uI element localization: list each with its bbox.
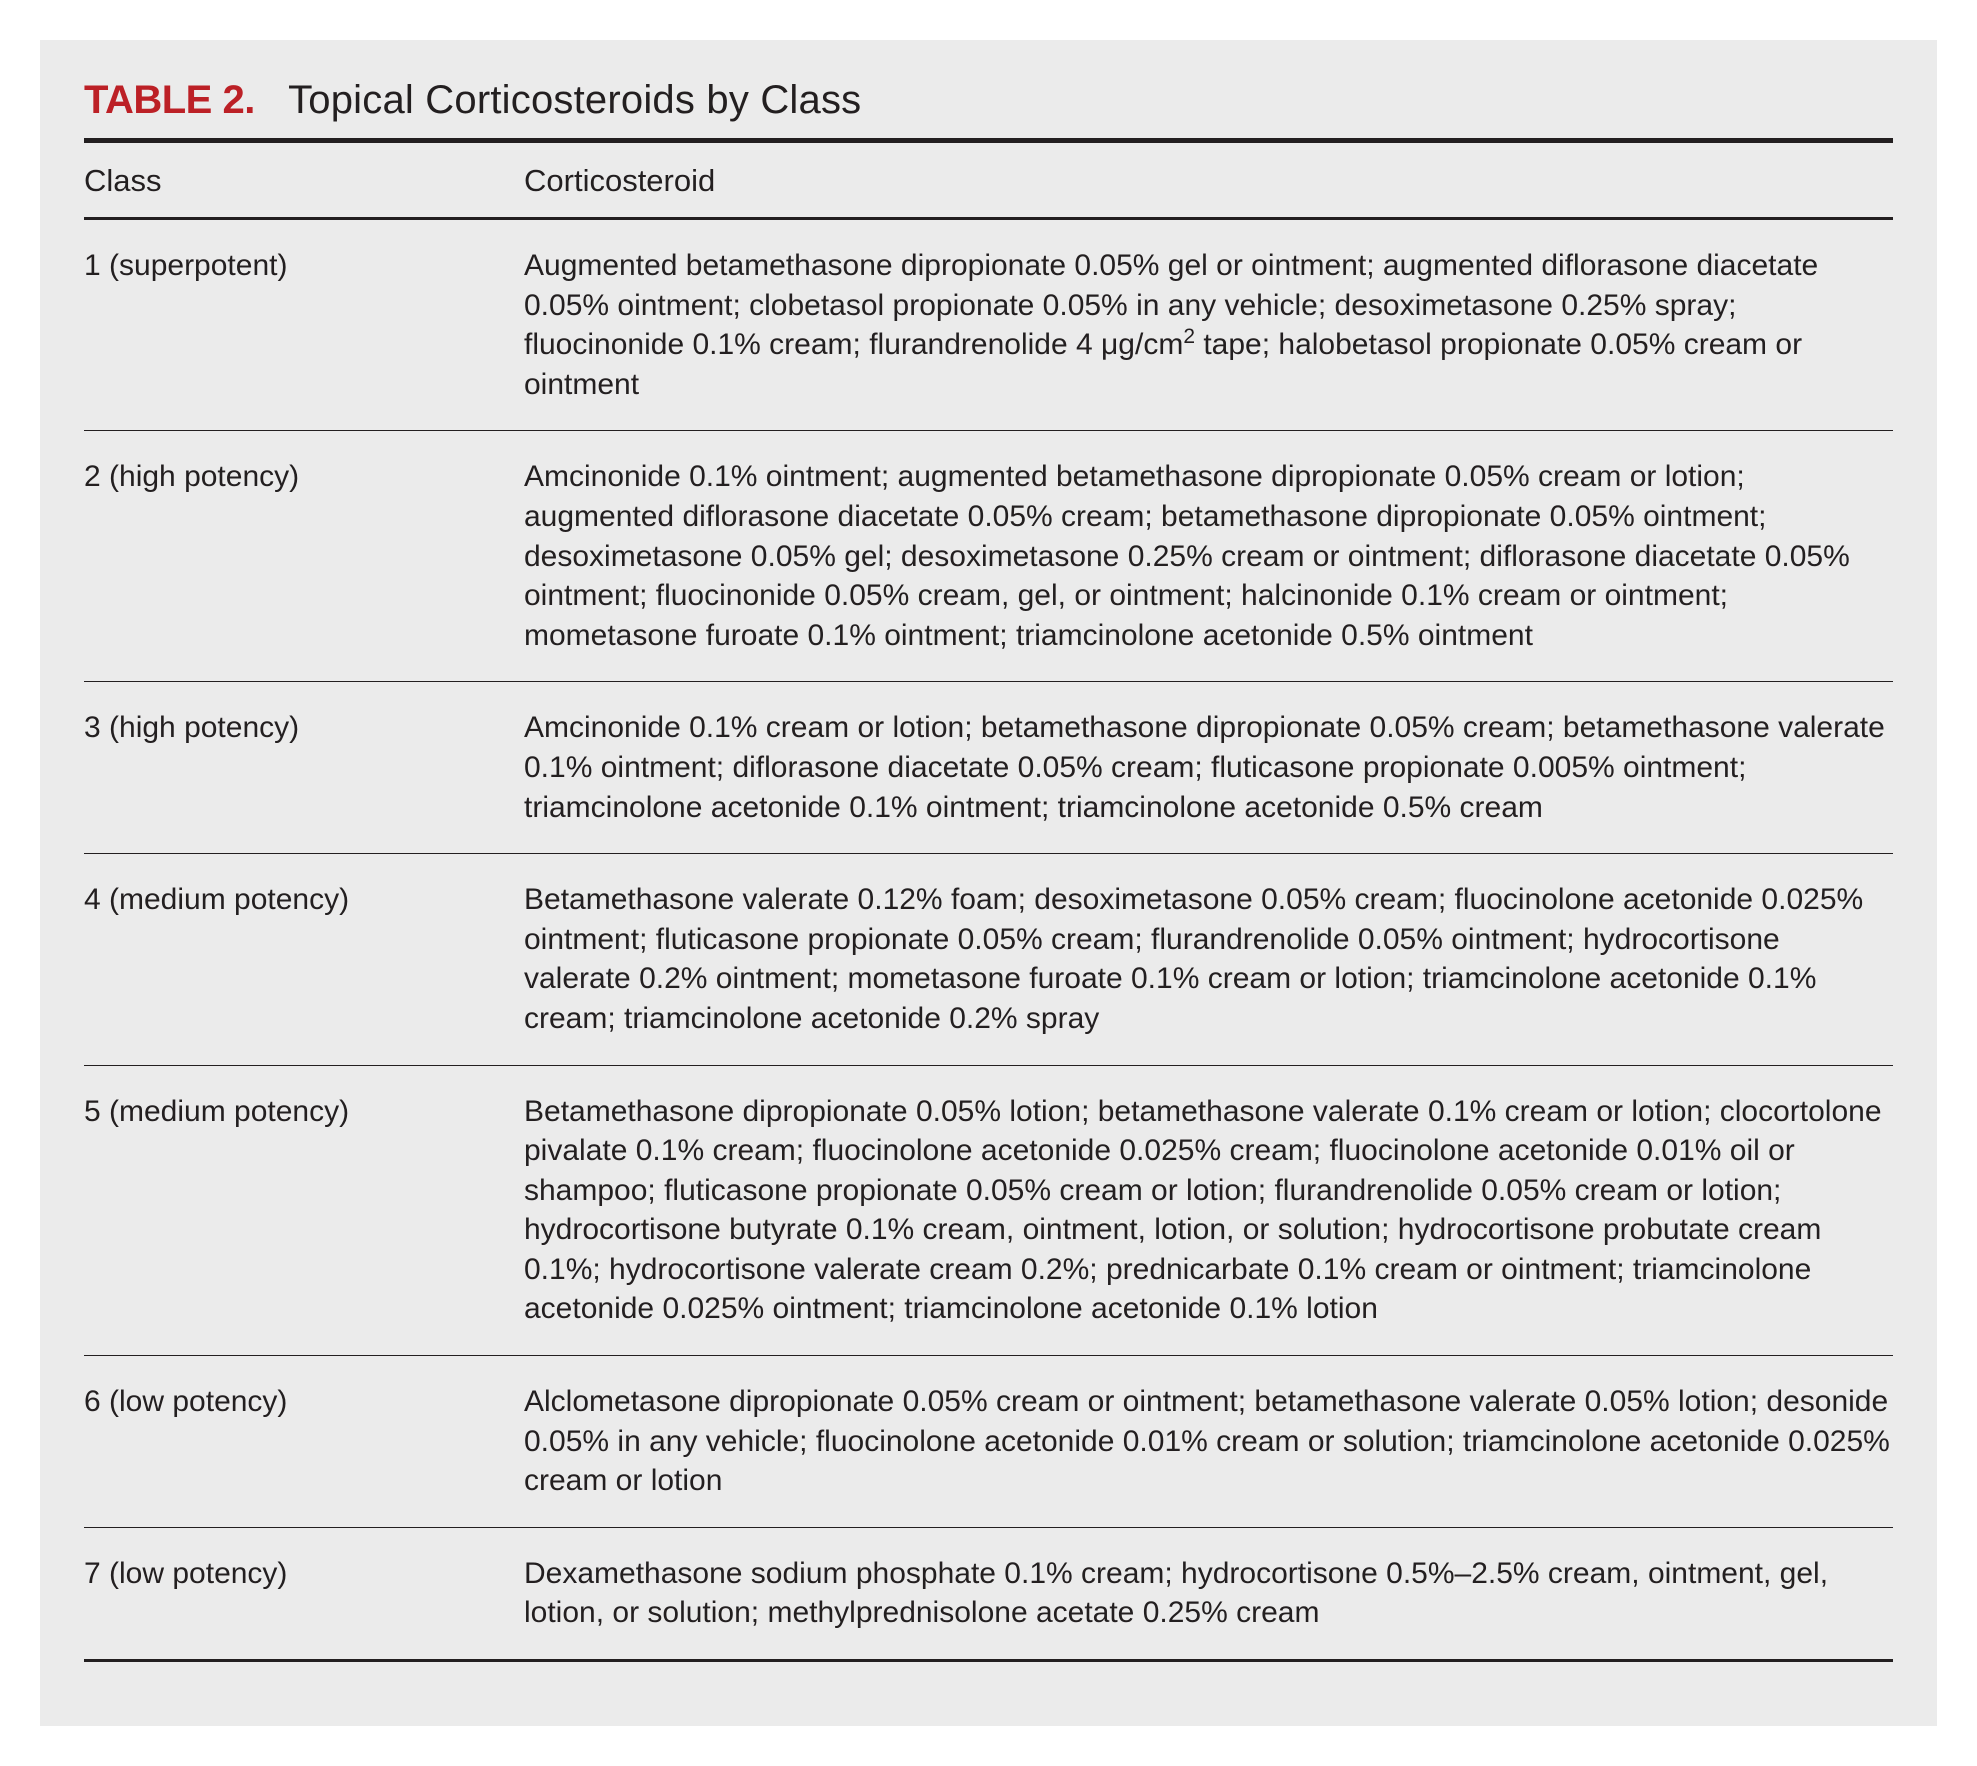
table-row: 6 (low potency)Alclometasone dipropionat… xyxy=(84,1356,1893,1527)
corticosteroid-cell: Alclometasone dipropionate 0.05% cream o… xyxy=(524,1356,1893,1527)
corticosteroid-cell: Amcinonide 0.1% cream or lotion; betamet… xyxy=(524,682,1893,853)
class-cell: 6 (low potency) xyxy=(84,1356,524,1527)
corticosteroid-cell: Betamethasone valerate 0.12% foam; desox… xyxy=(524,854,1893,1064)
table-row: 1 (superpotent)Augmented betamethasone d… xyxy=(84,220,1893,430)
corticosteroid-table-body: 1 (superpotent)Augmented betamethasone d… xyxy=(84,220,1893,1659)
corticosteroid-cell: Dexamethasone sodium phosphate 0.1% crea… xyxy=(524,1528,1893,1659)
corticosteroid-cell: Amcinonide 0.1% ointment; augmented beta… xyxy=(524,431,1893,681)
table-row: 7 (low potency)Dexamethasone sodium phos… xyxy=(84,1528,1893,1659)
bottom-gap xyxy=(84,1662,1893,1692)
table-number: TABLE 2. xyxy=(84,78,255,122)
table-row: 3 (high potency)Amcinonide 0.1% cream or… xyxy=(84,682,1893,853)
table-row: 5 (medium potency)Betamethasone dipropio… xyxy=(84,1066,1893,1356)
table-row: 2 (high potency)Amcinonide 0.1% ointment… xyxy=(84,431,1893,681)
class-cell: 4 (medium potency) xyxy=(84,854,524,1064)
corticosteroid-table: Class Corticosteroid xyxy=(84,143,1893,217)
class-cell: 3 (high potency) xyxy=(84,682,524,853)
table-row: 4 (medium potency)Betamethasone valerate… xyxy=(84,854,1893,1064)
page: TABLE 2. Topical Corticosteroids by Clas… xyxy=(0,0,1977,1766)
col-header-corticosteroid: Corticosteroid xyxy=(524,143,1893,217)
table-title-line: TABLE 2. Topical Corticosteroids by Clas… xyxy=(84,76,1893,124)
col-header-class: Class xyxy=(84,143,524,217)
table-card: TABLE 2. Topical Corticosteroids by Clas… xyxy=(40,40,1937,1726)
class-cell: 5 (medium potency) xyxy=(84,1066,524,1356)
table-title: Topical Corticosteroids by Class xyxy=(288,78,861,122)
class-cell: 7 (low potency) xyxy=(84,1528,524,1659)
corticosteroid-cell: Augmented betamethasone dipropionate 0.0… xyxy=(524,220,1893,430)
class-cell: 1 (superpotent) xyxy=(84,220,524,430)
class-cell: 2 (high potency) xyxy=(84,431,524,681)
table-header-row: Class Corticosteroid xyxy=(84,143,1893,217)
corticosteroid-cell: Betamethasone dipropionate 0.05% lotion;… xyxy=(524,1066,1893,1356)
